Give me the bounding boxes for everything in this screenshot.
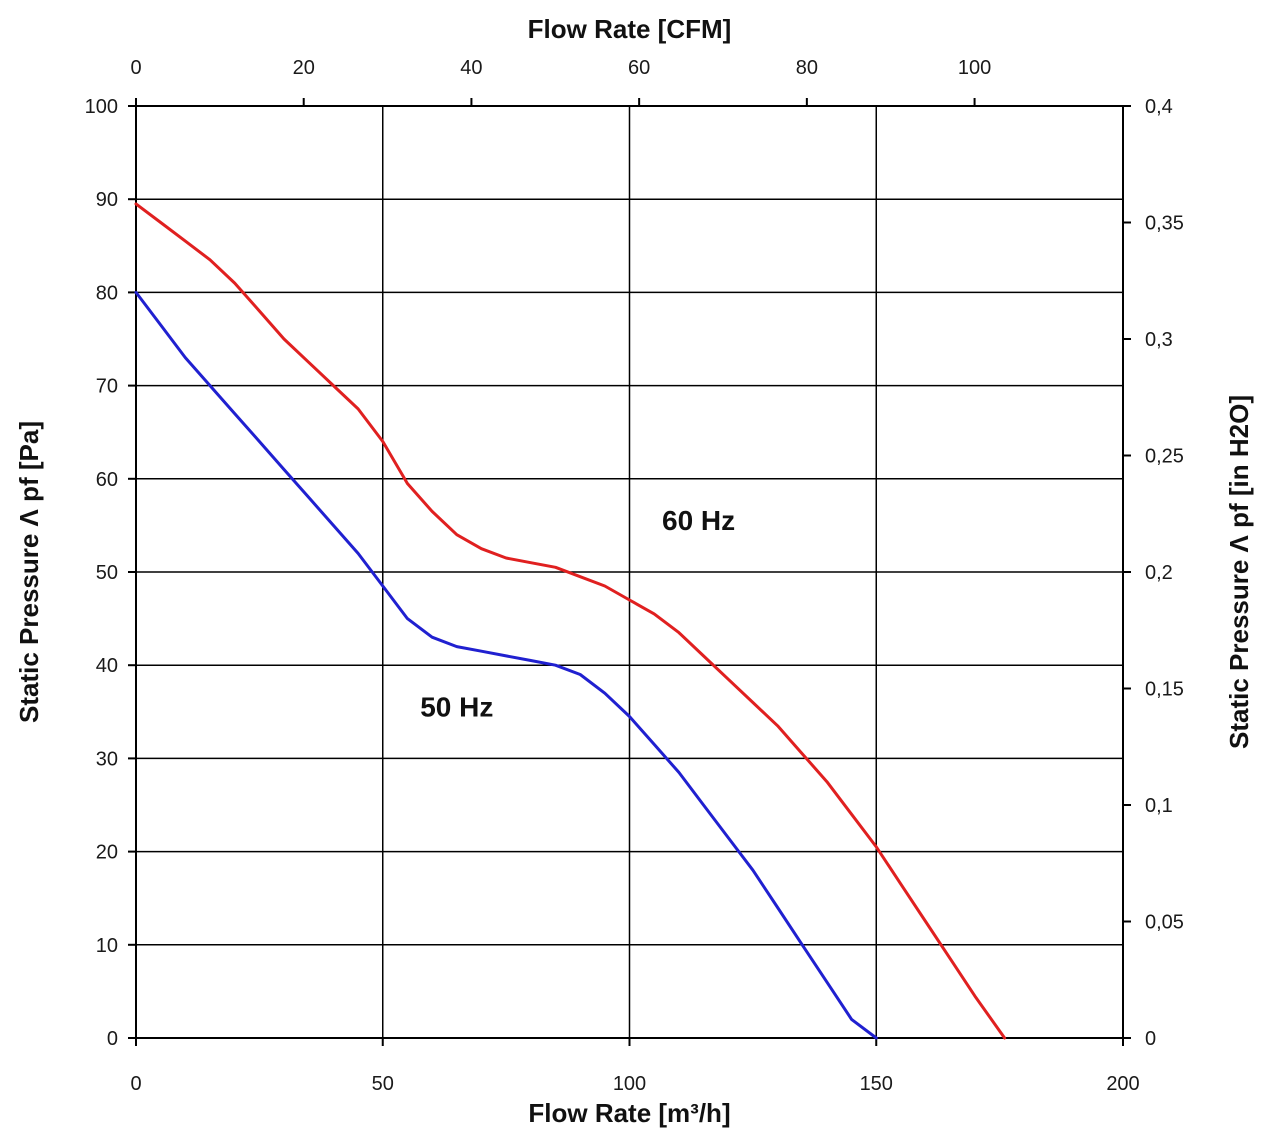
series-label-50hz: 50 Hz: [420, 691, 493, 722]
series-line-60hz: [134, 202, 1007, 1040]
right-tick-label: 0,35: [1145, 213, 1184, 235]
grid: [135, 105, 1124, 1039]
top-tick-label: 0: [130, 57, 141, 79]
series-lines: [134, 202, 1007, 1040]
left-tick-label: 60: [96, 469, 118, 491]
right-tick-label: 0,05: [1145, 912, 1184, 934]
left-tick-label: 0: [107, 1028, 118, 1050]
left-axis-title: Static Pressure Λ pf [Pa]: [14, 421, 44, 723]
left-tick-label: 40: [96, 655, 118, 677]
bottom-axis-title: Flow Rate [m³/h]: [528, 1098, 730, 1128]
right-axis-title: Static Pressure Λ pf [in H2O]: [1224, 395, 1254, 749]
right-tick-label: 0,3: [1145, 329, 1173, 351]
bottom-tick-label: 0: [130, 1073, 141, 1095]
bottom-tick-label: 50: [372, 1073, 394, 1095]
top-tick-label: 20: [293, 57, 315, 79]
left-tick-label: 90: [96, 189, 118, 211]
left-tick-label: 20: [96, 842, 118, 864]
top-tick-label: 60: [628, 57, 650, 79]
left-tick-label: 30: [96, 748, 118, 770]
right-tick-label: 0,4: [1145, 96, 1173, 118]
tick-marks: [128, 98, 1131, 1046]
right-tick-label: 0,1: [1145, 795, 1173, 817]
bottom-tick-label: 100: [613, 1073, 646, 1095]
series-label-60hz: 60 Hz: [662, 505, 735, 536]
right-tick-label: 0,25: [1145, 446, 1184, 468]
bottom-tick-label: 150: [860, 1073, 893, 1095]
left-tick-label: 10: [96, 935, 118, 957]
right-tick-label: 0,2: [1145, 562, 1173, 584]
bottom-tick-label: 200: [1106, 1073, 1139, 1095]
top-axis-title: Flow Rate [CFM]: [528, 14, 732, 44]
tick-labels: 0 50 100 150 200 0 10 20 30 40 50 60 70 80 90 100 0 20 40 6…: [85, 57, 1184, 1095]
left-tick-label: 80: [96, 282, 118, 304]
left-tick-label: 50: [96, 562, 118, 584]
left-tick-label: 70: [96, 376, 118, 398]
top-tick-label: 80: [796, 57, 818, 79]
right-tick-label: 0: [1145, 1028, 1156, 1050]
series-line-50hz: [134, 290, 878, 1040]
top-tick-label: 100: [958, 57, 991, 79]
top-tick-label: 40: [460, 57, 482, 79]
right-tick-label: 0,15: [1145, 679, 1184, 701]
plot-frame: [135, 105, 1124, 1039]
left-tick-label: 100: [85, 96, 118, 118]
